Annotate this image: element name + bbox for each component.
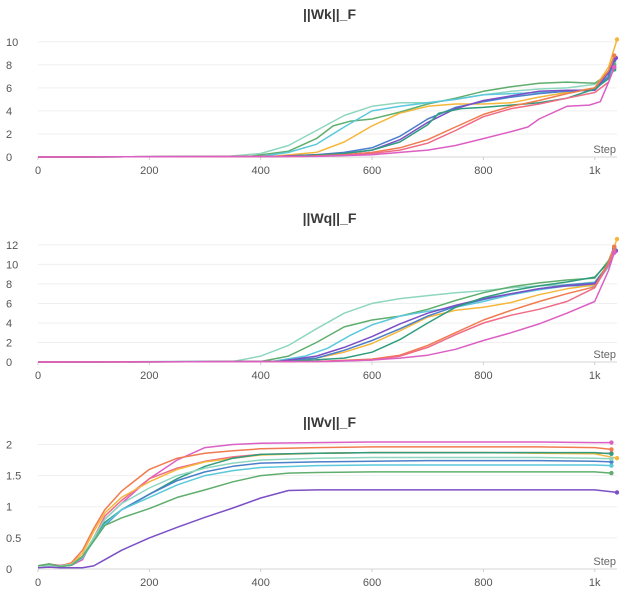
x-tick-label: 600	[363, 165, 381, 177]
y-tick-label: 2	[6, 439, 12, 451]
y-tick-label: 12	[6, 240, 18, 252]
x-tick-label: 0	[35, 370, 41, 382]
x-tick-label: 1k	[589, 370, 601, 382]
series-line-2	[38, 446, 613, 567]
x-tick-label: 400	[252, 165, 270, 177]
y-tick-label: 1.5	[6, 471, 21, 483]
x-tick-label: 1k	[589, 165, 601, 177]
y-tick-label: 0	[6, 152, 12, 164]
y-tick-label: 2	[6, 129, 12, 141]
series-end-point-8	[612, 244, 617, 250]
y-tick-label: 8	[6, 279, 12, 291]
series-end-point-9	[609, 470, 614, 476]
series-line-5	[38, 248, 615, 363]
x-tick-label: 200	[140, 577, 158, 589]
y-tick-label: 10	[6, 37, 18, 49]
series-line-6	[38, 459, 613, 567]
x-tick-label: 600	[363, 577, 381, 589]
y-tick-label: 10	[6, 259, 18, 271]
chart-panel-1: ||Wk||_F 0 2 4 6 8 10 0 200 400 600 800 1k Step	[6, 6, 619, 177]
series-end-point-4	[614, 455, 619, 461]
series-end-point-2	[609, 447, 614, 452]
series-line-9	[38, 249, 615, 363]
y-tick-label: 0.5	[6, 533, 21, 545]
x-tick-label: 800	[474, 165, 492, 177]
series-line-9	[38, 66, 615, 158]
chart-panel-3: ||Wv||_F 0 0.5 1 1.5 2 0 200 400 600 800 1k Step	[6, 414, 619, 589]
x-axis-label: Step	[593, 349, 616, 361]
series-line-7	[38, 248, 615, 363]
series-end-point-8	[609, 456, 614, 461]
x-tick-label: 800	[474, 370, 492, 382]
series-line-10	[38, 489, 618, 569]
x-tick-label: 400	[252, 577, 270, 589]
series-line-7	[38, 464, 613, 567]
chart-title: ||Wk||_F	[303, 6, 356, 22]
series-line-7	[38, 68, 615, 158]
series-line-3	[38, 66, 615, 158]
series-line-1	[38, 61, 615, 158]
y-tick-label: 1	[6, 502, 12, 514]
series-line-4	[38, 238, 618, 363]
y-tick-label: 6	[6, 298, 12, 310]
series-line-2	[38, 64, 615, 158]
x-tick-label: 200	[140, 165, 158, 177]
series-end-point-8	[612, 53, 617, 58]
x-tick-label: 1k	[589, 577, 601, 589]
series-end-point-4	[614, 236, 619, 242]
series-line-3	[38, 251, 615, 363]
y-tick-label: 0	[6, 564, 12, 576]
series-end-point-4	[614, 37, 619, 42]
series-line-4	[38, 38, 618, 158]
x-tick-label: 0	[35, 165, 41, 177]
y-tick-label: 0	[6, 357, 12, 369]
series-line-6	[38, 249, 617, 363]
series-end-point-10	[614, 490, 619, 495]
series-end-point-1	[609, 440, 614, 445]
y-tick-label: 4	[6, 318, 12, 330]
y-tick-label: 8	[6, 60, 12, 72]
series-end-point-10	[612, 250, 617, 255]
chart-title: ||Wv||_F	[303, 414, 356, 430]
x-axis-label: Step	[593, 556, 616, 568]
x-tick-label: 0	[35, 577, 41, 589]
y-tick-label: 2	[6, 337, 12, 349]
chart-panel-2: ||Wq||_F 0 2 4 6 8 10 12 0 200 400 600 800 1k Step	[6, 210, 619, 382]
series-end-point-5	[609, 451, 614, 456]
x-tick-label: 400	[252, 370, 270, 382]
y-tick-label: 4	[6, 106, 12, 118]
x-axis-label: Step	[593, 144, 616, 156]
series-end-point-7	[609, 463, 614, 468]
x-tick-label: 200	[140, 370, 158, 382]
y-tick-label: 6	[6, 83, 12, 95]
series-end-point-6	[609, 459, 614, 465]
series-line-1	[38, 249, 615, 363]
series-line-5	[38, 59, 615, 158]
series-line-6	[38, 57, 617, 158]
x-tick-label: 600	[363, 370, 381, 382]
series-line-10	[38, 251, 615, 363]
series-end-point-10	[612, 64, 617, 70]
chart-title: ||Wq||_F	[303, 210, 357, 226]
series-line-10	[38, 66, 615, 158]
x-tick-label: 800	[474, 577, 492, 589]
series-line-9	[38, 471, 613, 568]
